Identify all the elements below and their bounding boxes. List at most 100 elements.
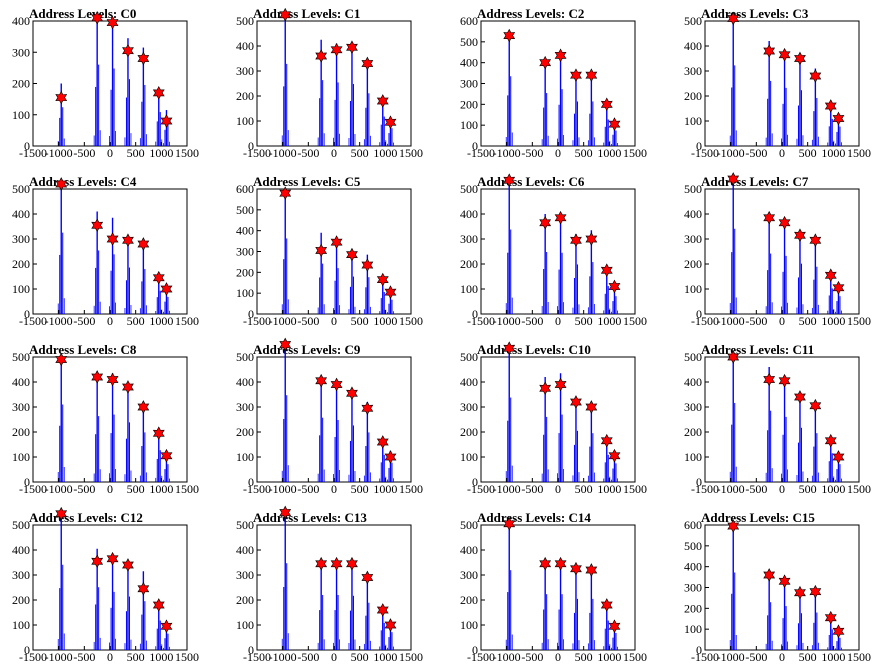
- y-tick-label: 100: [236, 114, 254, 128]
- bar-level-2: [333, 240, 340, 314]
- y-tick-label: 400: [684, 560, 702, 574]
- star-marker-1: [315, 243, 328, 258]
- y-tick-label: 300: [460, 77, 478, 91]
- x-tick-label: -1500: [19, 146, 47, 160]
- x-tick-label: -1000: [269, 650, 297, 664]
- x-tick-label: 0: [779, 146, 785, 160]
- y-tick-label: 400: [460, 543, 478, 557]
- y-tick-label: 200: [460, 425, 478, 439]
- bar-level-0: [729, 525, 737, 650]
- y-tick-label: 100: [12, 618, 30, 632]
- y-tick-label: 0: [248, 307, 254, 321]
- x-tick-label: 1000: [597, 146, 621, 160]
- x-tick-label: 1000: [373, 314, 397, 328]
- x-tick-label: -1500: [691, 314, 719, 328]
- bar-level-2: [781, 52, 788, 146]
- bar-level-2: [557, 560, 564, 650]
- y-tick-label: 0: [248, 643, 254, 657]
- star-marker-5: [600, 598, 613, 612]
- x-tick-label: 0: [555, 482, 561, 496]
- y-tick-label: 100: [12, 108, 30, 122]
- chart-panel-c4: Address Levels: C40100200300400500-1500-…: [12, 174, 199, 328]
- bar-level-3: [124, 385, 132, 482]
- chart-title: Address Levels: C0: [29, 6, 136, 21]
- axes-frame: [256, 356, 412, 483]
- y-tick-label: 300: [12, 400, 30, 414]
- y-tick-label: 500: [12, 182, 30, 196]
- x-tick-label: -1000: [45, 650, 73, 664]
- star-marker-6: [160, 619, 173, 634]
- star-marker-1: [91, 11, 104, 25]
- bar-level-1: [765, 216, 773, 314]
- star-marker-4: [585, 68, 598, 83]
- bar-level-4: [139, 402, 147, 482]
- x-tick-label: 500: [127, 650, 145, 664]
- star-marker-6: [608, 448, 621, 463]
- bar-level-2: [781, 377, 788, 482]
- y-tick-label: 200: [236, 89, 254, 103]
- star-marker-5: [376, 435, 389, 449]
- x-tick-label: 500: [127, 314, 145, 328]
- bar-level-0: [57, 357, 65, 482]
- axes-frame: [256, 20, 412, 147]
- x-tick-label: -1000: [717, 650, 745, 664]
- y-tick-label: 600: [684, 518, 702, 532]
- y-tick-label: 500: [12, 350, 30, 364]
- x-tick-label: -1000: [493, 650, 521, 664]
- x-tick-label: -500: [745, 650, 767, 664]
- y-tick-label: 0: [24, 307, 30, 321]
- chart-panel-c7: Address Levels: C70100200300400500-1500-…: [684, 172, 871, 328]
- x-tick-label: -1000: [269, 482, 297, 496]
- y-tick-label: 0: [24, 139, 30, 153]
- star-marker-4: [137, 237, 150, 251]
- y-tick-label: 300: [684, 400, 702, 414]
- x-tick-label: -1000: [717, 314, 745, 328]
- chart-title: Address Levels: C3: [701, 6, 809, 21]
- y-tick-label: 400: [460, 56, 478, 70]
- y-tick-label: 100: [236, 286, 254, 300]
- y-tick-label: 0: [696, 643, 702, 657]
- x-tick-label: 1000: [373, 146, 397, 160]
- bar-level-4: [587, 403, 595, 482]
- bar-level-3: [796, 394, 804, 482]
- bar-level-2: [333, 561, 340, 650]
- axes-frame: [32, 20, 188, 147]
- y-tick-label: 500: [684, 539, 702, 553]
- x-tick-label: 0: [107, 482, 113, 496]
- y-tick-label: 200: [684, 89, 702, 103]
- y-tick-label: 200: [236, 265, 254, 279]
- y-tick-label: 400: [684, 207, 702, 221]
- star-marker-5: [152, 86, 165, 100]
- star-marker-6: [160, 448, 173, 463]
- x-tick-label: 0: [107, 146, 113, 160]
- bar-level-2: [333, 43, 340, 146]
- y-tick-label: 300: [684, 232, 702, 246]
- bar-level-4: [139, 241, 147, 314]
- x-tick-label: 1000: [821, 482, 845, 496]
- y-tick-label: 500: [12, 518, 30, 532]
- star-marker-0: [55, 177, 68, 191]
- y-tick-label: 0: [24, 643, 30, 657]
- x-tick-label: 0: [331, 650, 337, 664]
- bar-level-2: [781, 220, 788, 314]
- chart-title: Address Levels: C7: [701, 174, 809, 189]
- x-tick-label: 1000: [821, 314, 845, 328]
- y-tick-label: 200: [684, 601, 702, 615]
- star-marker-5: [600, 263, 613, 278]
- y-tick-label: 400: [236, 543, 254, 557]
- star-marker-4: [585, 232, 598, 246]
- star-marker-6: [608, 279, 621, 294]
- bar-level-3: [124, 239, 132, 314]
- y-tick-label: 0: [472, 307, 478, 321]
- chart-panel-c12: Address Levels: C12 0 100 200 300 400 500 -1500…: [12, 506, 199, 664]
- bar-level-0: [281, 192, 289, 314]
- star-marker-0: [279, 7, 292, 22]
- star-marker-1: [91, 554, 104, 569]
- y-tick-label: 500: [460, 182, 478, 196]
- chart-panel-c8: Address Levels: C80100200300400500-1500-…: [12, 342, 199, 496]
- x-tick-label: -1500: [467, 314, 495, 328]
- y-tick-label: 0: [248, 475, 254, 489]
- y-tick-label: 500: [460, 35, 478, 49]
- x-tick-label: -1500: [19, 650, 47, 664]
- x-tick-label: -500: [745, 314, 767, 328]
